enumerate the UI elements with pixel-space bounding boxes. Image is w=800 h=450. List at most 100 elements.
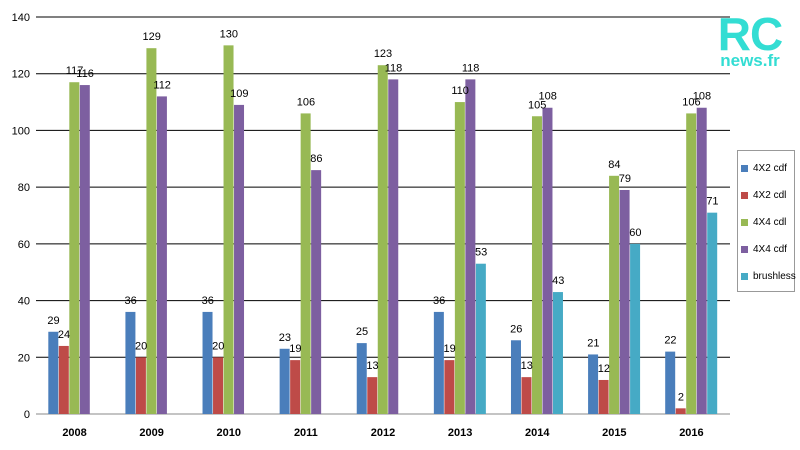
data-label: 112 [153, 79, 171, 91]
bar [588, 354, 599, 414]
x-category-label: 2014 [525, 427, 550, 439]
legend-swatch [741, 273, 748, 280]
bar [619, 189, 630, 414]
bar [48, 331, 59, 414]
bar [125, 311, 136, 414]
bar [696, 107, 707, 414]
data-label: 26 [510, 323, 522, 335]
bar [510, 340, 521, 414]
data-label: 13 [521, 360, 533, 372]
legend-label: 4X2 cdl [753, 190, 787, 201]
bar [707, 212, 718, 414]
bar [135, 357, 146, 414]
legend: 4X2 cdf 4X2 cdl 4X4 cdl 4X4 cdf brushless [737, 150, 796, 292]
data-label: 79 [619, 173, 631, 185]
data-label: 24 [58, 329, 70, 341]
x-category-label: 2015 [602, 427, 626, 439]
logo-rc-text: RC [717, 8, 783, 60]
bar [223, 45, 234, 414]
data-label: 2 [678, 391, 684, 403]
bar [311, 170, 322, 414]
data-label: 13 [366, 360, 378, 372]
bar [388, 79, 399, 414]
data-label: 53 [475, 247, 487, 259]
x-category-label: 2010 [217, 427, 241, 439]
bar [300, 113, 311, 415]
y-axis-ticks: 0 20 40 60 80 100 120 140 [12, 12, 30, 421]
bar [156, 96, 167, 415]
bar [454, 102, 465, 415]
data-label: 21 [587, 337, 599, 349]
legend-label: 4X4 cdl [753, 217, 787, 228]
data-label: 108 [539, 91, 557, 103]
bar [356, 343, 367, 414]
x-category-label: 2016 [679, 427, 703, 439]
data-label: 110 [451, 85, 469, 97]
x-category-label: 2012 [371, 427, 395, 439]
bar [69, 82, 80, 414]
data-label: 25 [356, 326, 368, 338]
bar [58, 345, 69, 414]
legend-item: 4X4 cdl [741, 209, 794, 236]
bar [377, 65, 388, 414]
data-label: 116 [76, 68, 94, 80]
data-label: 130 [220, 28, 238, 40]
data-label: 109 [230, 88, 248, 100]
y-tick-label: 100 [12, 125, 30, 137]
bar [475, 263, 486, 414]
data-label: 106 [682, 96, 700, 108]
bar [202, 311, 213, 414]
legend-label: brushless [753, 271, 796, 282]
bar [542, 107, 553, 414]
bar [444, 360, 455, 414]
bar [290, 360, 301, 414]
y-tick-label: 20 [18, 352, 30, 364]
legend-item: brushless [741, 263, 796, 290]
bar [686, 113, 697, 415]
legend-item: 4X2 cdl [741, 182, 794, 209]
bar [609, 175, 620, 414]
data-labels: 2924117116362012911236201301092319106862… [47, 28, 718, 403]
x-category-label: 2008 [62, 427, 86, 439]
legend-item: 4X4 cdf [741, 236, 794, 263]
bar [279, 348, 290, 414]
data-label: 60 [629, 227, 641, 239]
data-label: 36 [125, 295, 137, 307]
legend-swatch [741, 219, 748, 226]
x-category-label: 2011 [294, 427, 318, 439]
data-label: 129 [142, 31, 160, 43]
data-label: 36 [202, 295, 214, 307]
data-label: 84 [608, 159, 620, 171]
data-label: 29 [47, 315, 59, 327]
bar [630, 243, 641, 414]
legend-swatch [741, 165, 748, 172]
bar [79, 85, 90, 415]
data-label: 118 [462, 62, 480, 74]
data-label: 71 [706, 196, 718, 208]
data-label: 20 [135, 340, 147, 352]
data-label: 86 [310, 153, 322, 165]
data-label: 36 [433, 295, 445, 307]
bar [531, 116, 542, 414]
data-label: 12 [598, 363, 610, 375]
data-label: 43 [552, 275, 564, 287]
bar [552, 292, 563, 414]
legend-swatch [741, 192, 748, 199]
bar [433, 311, 444, 414]
y-tick-label: 60 [18, 239, 30, 251]
data-label: 117 [66, 65, 84, 77]
data-label: 19 [443, 343, 455, 355]
x-category-label: 2009 [139, 427, 163, 439]
data-label: 106 [297, 96, 315, 108]
data-label: 23 [279, 332, 291, 344]
data-label: 123 [374, 48, 392, 60]
data-label: 19 [289, 343, 301, 355]
data-label: 118 [385, 62, 403, 74]
bars [48, 45, 718, 415]
x-category-label: 2013 [448, 427, 472, 439]
y-tick-label: 120 [12, 69, 30, 81]
y-tick-label: 80 [18, 182, 30, 194]
data-label: 108 [693, 91, 711, 103]
legend-label: 4X4 cdf [753, 244, 787, 255]
